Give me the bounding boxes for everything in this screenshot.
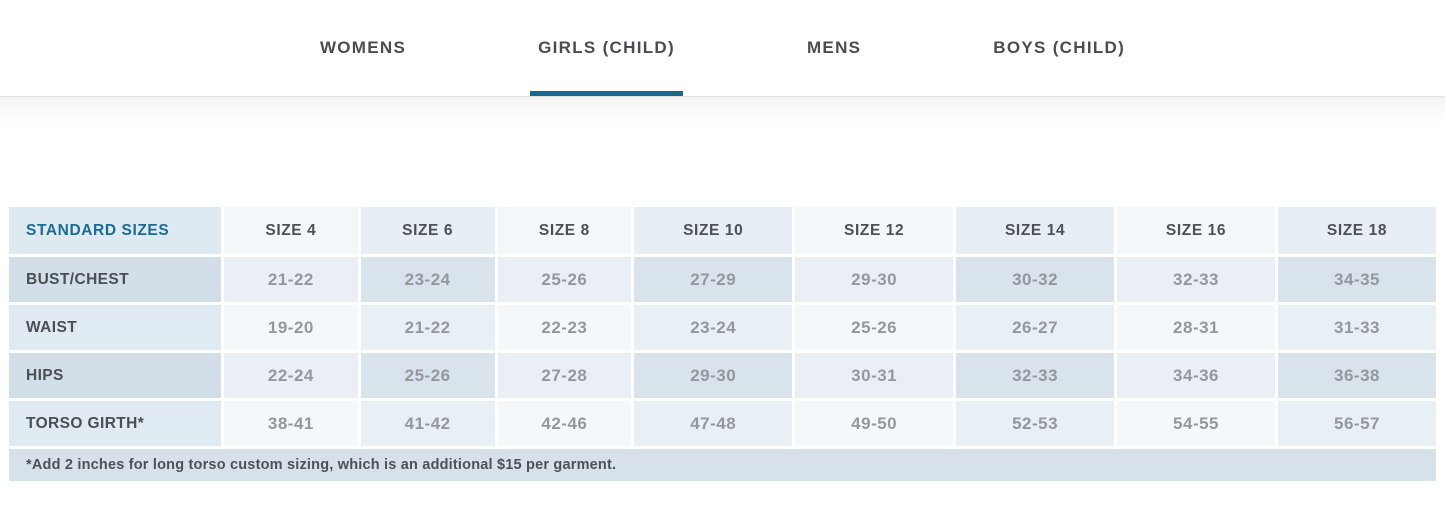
row-header-torso-girth: TORSO GIRTH*	[9, 401, 221, 446]
table-row-hips: HIPS 22-24 25-26 27-28 29-30 30-31 32-33…	[9, 353, 1436, 398]
column-header-size-16: SIZE 16	[1117, 207, 1275, 254]
cell-bust-size-4: 21-22	[224, 257, 358, 302]
cell-torso-size-12: 49-50	[795, 401, 954, 446]
size-chart-section: STANDARD SIZES SIZE 4 SIZE 6 SIZE 8 SIZE…	[0, 204, 1445, 484]
table-row-torso-girth: TORSO GIRTH* 38-41 41-42 42-46 47-48 49-…	[9, 401, 1436, 446]
column-header-size-14: SIZE 14	[956, 207, 1115, 254]
tab-womens-label: WOMENS	[319, 38, 407, 57]
cell-bust-size-8: 25-26	[497, 257, 632, 302]
cell-hips-size-14: 32-33	[956, 353, 1115, 398]
column-header-size-12: SIZE 12	[795, 207, 954, 254]
cell-torso-size-6: 41-42	[360, 401, 495, 446]
cell-bust-size-18: 34-35	[1278, 257, 1436, 302]
table-row-bust-chest: BUST/CHEST 21-22 23-24 25-26 27-29 29-30…	[9, 257, 1436, 302]
cell-waist-size-4: 19-20	[224, 305, 358, 350]
cell-hips-size-12: 30-31	[795, 353, 954, 398]
table-footnote-row: *Add 2 inches for long torso custom sizi…	[9, 449, 1436, 481]
active-tab-underline	[530, 91, 683, 96]
cell-bust-size-10: 27-29	[634, 257, 793, 302]
cell-torso-size-14: 52-53	[956, 401, 1115, 446]
row-header-bust-chest: BUST/CHEST	[9, 257, 221, 302]
table-footnote: *Add 2 inches for long torso custom sizi…	[9, 449, 1436, 481]
cell-hips-size-6: 25-26	[360, 353, 495, 398]
cell-bust-size-12: 29-30	[795, 257, 954, 302]
cell-waist-size-12: 25-26	[795, 305, 954, 350]
tab-girls-child-label: GIRLS (CHILD)	[538, 38, 675, 57]
table-row-waist: WAIST 19-20 21-22 22-23 23-24 25-26 26-2…	[9, 305, 1436, 350]
cell-hips-size-8: 27-28	[497, 353, 632, 398]
tab-womens[interactable]: WOMENS	[320, 0, 406, 96]
cell-hips-size-18: 36-38	[1278, 353, 1436, 398]
size-chart-table: STANDARD SIZES SIZE 4 SIZE 6 SIZE 8 SIZE…	[6, 204, 1439, 484]
column-header-size-8: SIZE 8	[497, 207, 632, 254]
row-header-waist: WAIST	[9, 305, 221, 350]
tab-mens[interactable]: MENS	[807, 0, 861, 96]
cell-torso-size-8: 42-46	[497, 401, 632, 446]
cell-waist-size-14: 26-27	[956, 305, 1115, 350]
cell-waist-size-8: 22-23	[497, 305, 632, 350]
cell-waist-size-10: 23-24	[634, 305, 793, 350]
cell-waist-size-18: 31-33	[1278, 305, 1436, 350]
cell-bust-size-6: 23-24	[360, 257, 495, 302]
cell-hips-size-4: 22-24	[224, 353, 358, 398]
cell-torso-size-10: 47-48	[634, 401, 793, 446]
cell-hips-size-16: 34-36	[1117, 353, 1275, 398]
cell-torso-size-16: 54-55	[1117, 401, 1275, 446]
cell-torso-size-4: 38-41	[224, 401, 358, 446]
cell-hips-size-10: 29-30	[634, 353, 793, 398]
column-header-size-18: SIZE 18	[1278, 207, 1436, 254]
tab-boys-child-label: BOYS (CHILD)	[993, 38, 1126, 57]
table-header-row: STANDARD SIZES SIZE 4 SIZE 6 SIZE 8 SIZE…	[9, 207, 1436, 254]
column-header-size-4: SIZE 4	[224, 207, 358, 254]
column-header-standard-sizes: STANDARD SIZES	[9, 207, 221, 254]
tab-mens-label: MENS	[806, 38, 862, 57]
cell-bust-size-14: 30-32	[956, 257, 1115, 302]
size-chart-tabs-bar: WOMENS GIRLS (CHILD) MENS BOYS (CHILD)	[0, 0, 1445, 97]
cell-bust-size-16: 32-33	[1117, 257, 1275, 302]
tab-girls-child[interactable]: GIRLS (CHILD)	[530, 0, 683, 96]
column-header-size-6: SIZE 6	[360, 207, 495, 254]
row-header-hips: HIPS	[9, 353, 221, 398]
cell-waist-size-6: 21-22	[360, 305, 495, 350]
tab-list: WOMENS GIRLS (CHILD) MENS BOYS (CHILD)	[0, 0, 1445, 96]
tab-boys-child[interactable]: BOYS (CHILD)	[993, 0, 1125, 96]
cell-waist-size-16: 28-31	[1117, 305, 1275, 350]
cell-torso-size-18: 56-57	[1278, 401, 1436, 446]
column-header-size-10: SIZE 10	[634, 207, 793, 254]
header-shadow-gradient	[0, 97, 1445, 125]
